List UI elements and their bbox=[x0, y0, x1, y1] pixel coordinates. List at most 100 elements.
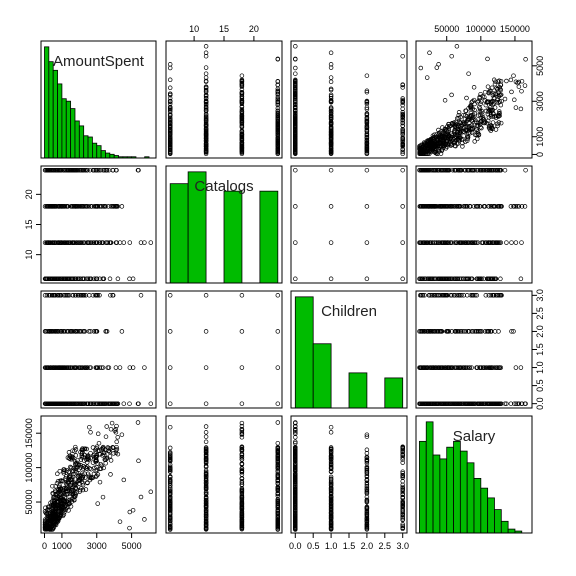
data-point bbox=[293, 519, 298, 524]
data-point bbox=[239, 293, 245, 298]
data-point bbox=[275, 145, 281, 150]
data-point bbox=[400, 501, 405, 506]
data-point bbox=[239, 142, 245, 147]
data-point bbox=[99, 204, 104, 209]
data-point bbox=[489, 329, 494, 334]
data-point bbox=[423, 240, 429, 245]
data-point bbox=[434, 65, 440, 70]
diagonal-label-salary: Salary bbox=[453, 428, 496, 445]
data-point bbox=[203, 128, 209, 134]
data-point bbox=[400, 147, 405, 153]
data-point bbox=[69, 491, 74, 496]
data-point bbox=[293, 461, 298, 467]
data-point bbox=[275, 465, 281, 470]
data-point bbox=[76, 204, 82, 209]
data-point bbox=[426, 204, 431, 209]
data-point bbox=[494, 293, 500, 298]
data-point bbox=[43, 167, 48, 173]
panel-catalogs-vs-salary bbox=[415, 165, 533, 284]
data-point bbox=[480, 401, 485, 406]
data-point bbox=[130, 507, 136, 513]
data-point bbox=[293, 240, 298, 245]
data-point bbox=[114, 204, 119, 209]
data-point bbox=[400, 471, 405, 476]
data-point bbox=[239, 500, 245, 505]
data-point bbox=[364, 465, 370, 471]
data-point bbox=[275, 115, 281, 120]
data-point bbox=[66, 365, 72, 370]
data-point bbox=[486, 90, 492, 95]
x-tick-label: 3.0 bbox=[396, 541, 409, 551]
data-point bbox=[471, 240, 477, 245]
data-point bbox=[491, 95, 497, 101]
data-point bbox=[44, 240, 49, 245]
data-point bbox=[497, 167, 503, 173]
data-point bbox=[436, 329, 441, 334]
data-point bbox=[61, 498, 66, 504]
data-point bbox=[519, 88, 524, 94]
data-point bbox=[482, 329, 488, 334]
data-point bbox=[424, 167, 429, 173]
data-point bbox=[453, 167, 459, 173]
data-point bbox=[63, 507, 68, 512]
data-point bbox=[103, 461, 108, 466]
data-point bbox=[167, 497, 173, 502]
data-point bbox=[203, 106, 209, 112]
data-point bbox=[475, 131, 481, 136]
data-point bbox=[275, 468, 281, 473]
data-point bbox=[489, 167, 495, 173]
data-point bbox=[48, 240, 53, 245]
data-point bbox=[364, 467, 370, 473]
data-point bbox=[328, 478, 334, 484]
data-point bbox=[493, 240, 498, 245]
data-point bbox=[481, 365, 487, 370]
data-point bbox=[203, 99, 209, 104]
data-point bbox=[475, 204, 481, 209]
data-point bbox=[239, 515, 245, 520]
data-point bbox=[275, 106, 281, 111]
data-point bbox=[203, 293, 209, 298]
data-point bbox=[58, 491, 64, 497]
data-point bbox=[328, 99, 334, 104]
data-point bbox=[293, 510, 298, 516]
data-point bbox=[493, 276, 498, 282]
data-point bbox=[46, 526, 52, 532]
data-point bbox=[486, 167, 492, 173]
data-point bbox=[74, 204, 79, 209]
data-point bbox=[516, 84, 522, 89]
x-tick-label: 50000 bbox=[434, 24, 459, 34]
data-point bbox=[293, 446, 298, 451]
x-tick-label: 150000 bbox=[500, 24, 530, 34]
data-point bbox=[59, 293, 64, 298]
data-point bbox=[56, 167, 61, 173]
data-point bbox=[203, 71, 209, 76]
histogram-bar bbox=[494, 509, 502, 534]
data-point bbox=[519, 240, 524, 245]
data-point bbox=[80, 204, 85, 209]
data-point bbox=[87, 293, 92, 298]
data-point bbox=[364, 204, 370, 209]
data-point bbox=[167, 91, 173, 96]
data-point bbox=[364, 457, 370, 463]
data-point bbox=[519, 204, 525, 209]
data-point bbox=[239, 431, 245, 437]
data-point bbox=[138, 494, 144, 500]
data-point bbox=[72, 167, 78, 173]
data-point bbox=[167, 151, 173, 156]
data-point bbox=[63, 276, 68, 282]
data-point bbox=[465, 136, 470, 141]
data-point bbox=[275, 99, 281, 104]
data-point bbox=[400, 82, 405, 87]
data-point bbox=[491, 204, 497, 209]
data-point bbox=[148, 240, 154, 245]
data-point bbox=[80, 482, 86, 488]
histogram-bar bbox=[466, 462, 475, 534]
data-point bbox=[424, 365, 429, 370]
data-point bbox=[293, 463, 298, 468]
data-point bbox=[400, 514, 405, 519]
data-point bbox=[428, 167, 434, 173]
data-point bbox=[44, 527, 49, 532]
x-tick-label: 10 bbox=[189, 24, 199, 34]
data-point bbox=[511, 73, 516, 78]
data-point bbox=[328, 462, 334, 467]
